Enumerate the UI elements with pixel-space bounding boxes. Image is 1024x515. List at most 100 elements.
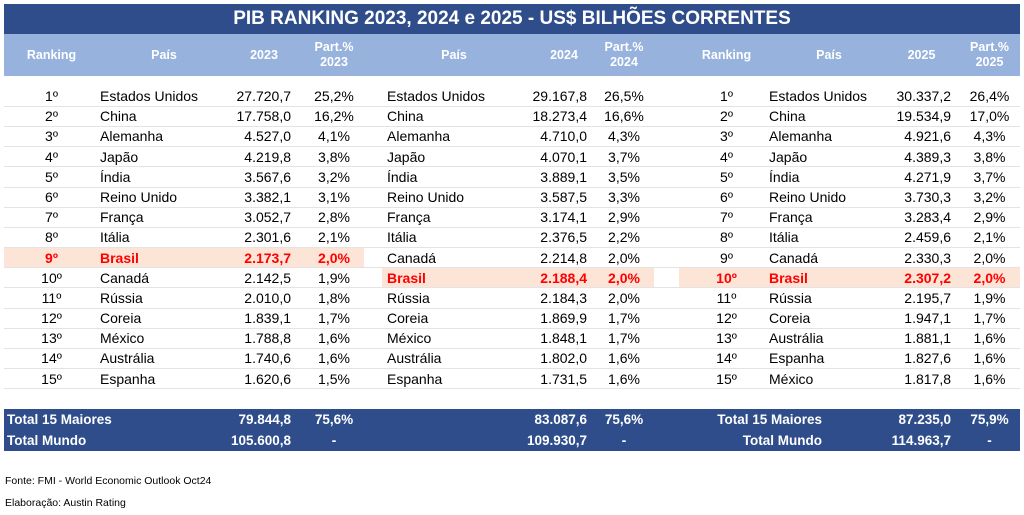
cell-value-2023: 3.382,1 [244, 188, 291, 205]
totals-value-2023: 105.600,8 [230, 433, 291, 448]
cell-value-2024: 3.587,5 [540, 188, 587, 205]
table-title: PIB RANKING 2023, 2024 e 2025 - US$ BILH… [4, 4, 1020, 34]
cell-value-2025: 1.881,1 [904, 330, 951, 347]
cell-ranking-2023: 9º [45, 249, 58, 266]
cell-part-2023: 1,6% [318, 330, 350, 347]
highlight-brasil [4, 247, 364, 268]
cell-part-2024: 16,6% [604, 108, 644, 125]
cell-country-2023: Brasil [100, 249, 139, 266]
header-part-2023: Part.% 2023 [314, 40, 354, 69]
cell-part-2024: 2,0% [608, 249, 640, 266]
cell-part-2023: 3,8% [318, 148, 350, 165]
row-divider [4, 307, 1020, 309]
cell-ranking-2025: 3º [720, 128, 733, 145]
cell-part-2024: 3,5% [608, 168, 640, 185]
cell-part-2025: 1,6% [973, 330, 1006, 347]
row-divider [4, 226, 1020, 228]
source-note: Fonte: FMI - World Economic Outlook Oct2… [5, 475, 212, 487]
cell-part-2023: 1,6% [318, 350, 350, 367]
cell-country-2023: França [100, 209, 144, 226]
cell-ranking-2023: 14º [41, 350, 62, 367]
cell-country-2025: Austrália [769, 330, 824, 347]
cell-value-2025: 1.817,8 [904, 370, 951, 387]
row-divider [4, 186, 1020, 188]
header-2023: 2023 [250, 47, 278, 62]
cell-value-2023: 3.052,7 [244, 209, 291, 226]
cell-ranking-2025: 4º [720, 148, 733, 165]
totals-part-2024: - [621, 433, 627, 448]
cell-country-2025: Itália [769, 229, 799, 246]
cell-country-2023: Espanha [100, 370, 156, 387]
header-2025: 2025 [907, 47, 936, 62]
cell-value-2025: 19.534,9 [896, 108, 952, 125]
header-ranking-2023: Ranking [26, 47, 77, 62]
cell-part-2023: 3,1% [318, 188, 350, 205]
cell-value-2024: 3.174,1 [540, 209, 587, 226]
header-pais-2024: País [441, 47, 467, 62]
cell-ranking-2025: 5º [720, 168, 733, 185]
cell-ranking-2023: 13º [41, 330, 62, 347]
cell-part-2023: 2,0% [318, 249, 350, 266]
table-row: 8º Itália 2.301,6 2,1% Itália 2.376,5 2,2% 8º It… [4, 227, 1020, 249]
cell-country-2025: Rússia [769, 289, 812, 306]
cell-country-2025: Japão [769, 148, 808, 165]
cell-part-2023: 2,1% [318, 229, 350, 246]
cell-country-2023: Coreia [100, 310, 142, 327]
totals-section: Total 15 Maiores 79.844,8 75,6% 83.087,6… [4, 409, 1020, 451]
cell-value-2023: 4.219,8 [244, 148, 291, 165]
cell-country-2024: Canadá [387, 249, 437, 266]
cell-country-2025: Reino Unido [769, 188, 847, 205]
cell-value-2024: 29.167,8 [532, 88, 588, 104]
cell-country-2024: México [387, 330, 432, 347]
cell-ranking-2023: 1º [45, 88, 58, 104]
table-row: 3º Alemanha 4.527,0 4,1% Alemanha 4.710,0 4,3%… [4, 126, 1020, 148]
totals-part-2025: - [987, 433, 992, 448]
totals-part-2024: 75,6% [604, 412, 644, 427]
cell-value-2025: 2.307,2 [904, 269, 951, 286]
cell-part-2025: 3,8% [973, 148, 1006, 165]
cell-country-2024: França [387, 209, 431, 226]
cell-country-2025: França [769, 209, 813, 226]
cell-ranking-2023: 3º [45, 128, 58, 145]
cell-part-2024: 3,3% [608, 188, 640, 205]
row-divider [4, 348, 1020, 350]
cell-ranking-2023: 6º [45, 188, 58, 205]
header-part-2024: Part.% 2024 [604, 40, 644, 69]
totals-value-2023: 79.844,8 [238, 412, 291, 427]
row-divider [4, 206, 1020, 208]
cell-part-2025: 1,6% [973, 350, 1006, 367]
cell-value-2024: 18.273,4 [532, 108, 588, 125]
cell-value-2023: 1.839,1 [244, 310, 291, 327]
cell-value-2023: 2.173,7 [244, 249, 291, 266]
header-part-2025: Part.% 2025 [970, 40, 1009, 69]
cell-ranking-2025: 13º [716, 330, 737, 347]
cell-country-2024: Espanha [387, 370, 443, 387]
table-row: 12º Coreia 1.839,1 1,7% Coreia 1.869,9 1,7% 12º… [4, 308, 1020, 329]
cell-part-2025: 1,6% [973, 370, 1006, 387]
cell-country-2023: Índia [100, 168, 131, 185]
table-row: 13º México 1.788,8 1,6% México 1.848,1 1,7% 13º… [4, 328, 1020, 350]
cell-ranking-2025: 6º [720, 188, 733, 205]
cell-part-2025: 3,7% [973, 168, 1006, 185]
cell-ranking-2025: 2º [720, 108, 733, 125]
cell-country-2024: Brasil [387, 269, 426, 286]
cell-part-2024: 2,0% [608, 289, 640, 306]
table-row: 14º Austrália 1.740,6 1,6% Austrália 1.802,0 1… [4, 348, 1020, 370]
cell-country-2024: China [387, 108, 424, 125]
cell-country-2023: Itália [100, 229, 130, 246]
cell-country-2024: Itália [387, 229, 417, 246]
cell-value-2024: 4.710,0 [540, 128, 587, 145]
row-divider [4, 368, 1020, 370]
cell-country-2023: China [100, 108, 137, 125]
cell-value-2023: 4.527,0 [244, 128, 291, 145]
table-row: 6º Reino Unido 3.382,1 3,1% Reino Unido 3.587… [4, 187, 1020, 208]
row-divider [4, 146, 1020, 148]
cell-ranking-2023: 11º [41, 289, 62, 306]
cell-ranking-2025: 7º [720, 209, 733, 226]
cell-value-2025: 4.271,9 [904, 168, 951, 185]
cell-part-2024: 2,0% [608, 269, 640, 286]
cell-country-2023: Rússia [100, 289, 143, 306]
cell-country-2023: México [100, 330, 145, 347]
cell-country-2024: Rússia [387, 289, 430, 306]
cell-part-2023: 2,8% [318, 209, 350, 226]
